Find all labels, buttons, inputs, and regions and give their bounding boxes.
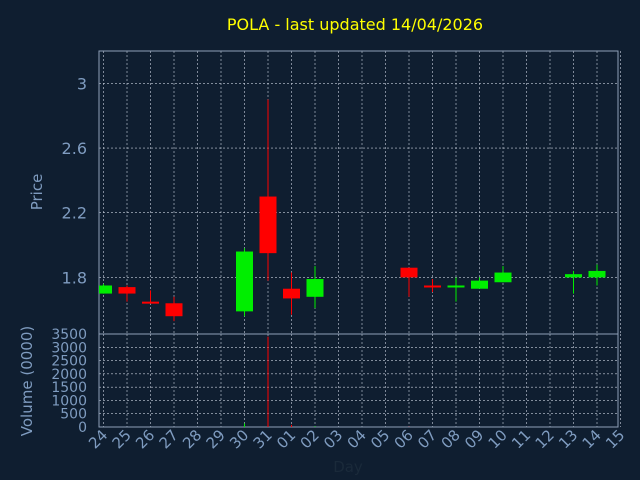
volume-tick-label: 1000 [51, 393, 87, 409]
candle-body [165, 303, 183, 317]
candle-body [471, 280, 488, 289]
candle-body [283, 288, 300, 299]
volume-tick-label: 2500 [51, 354, 87, 370]
candle-body [565, 274, 582, 278]
candle-body [424, 285, 441, 288]
x-axis-label: Day [333, 458, 363, 476]
price-axis-label: Price [28, 174, 46, 211]
candle-body [142, 301, 159, 304]
volume-tick-label: 2000 [51, 367, 87, 383]
candle-body [259, 196, 277, 254]
price-tick-label: 3 [77, 74, 87, 93]
candle-body [400, 267, 418, 278]
price-grid [99, 51, 621, 334]
volume-bars [244, 336, 410, 427]
candle-body [118, 287, 136, 294]
volume-tick-label: 0 [78, 420, 87, 436]
price-tick-label: 1.8 [62, 268, 87, 287]
volume-tick-label: 3000 [51, 340, 87, 356]
price-tick-label: 2.6 [62, 139, 87, 158]
chart-title: POLA - last updated 14/04/2026 [227, 15, 483, 34]
x-ticks: 2425262728293031010203040506070809101112… [85, 426, 628, 452]
volume-axis-label: Volume (0000) [18, 326, 36, 436]
volume-tick-label: 3500 [51, 327, 87, 343]
candle-body [306, 279, 324, 297]
volume-tick-label: 1500 [51, 380, 87, 396]
volume-tick-label: 500 [60, 407, 87, 423]
volume-panel-frame [98, 333, 619, 428]
candles [99, 99, 606, 322]
candle-body [588, 270, 606, 278]
candle-body [447, 285, 465, 288]
candle-body [99, 285, 112, 294]
volume-grid [99, 333, 621, 428]
candle-body [236, 251, 253, 312]
price-tick-label: 2.2 [62, 204, 87, 223]
price-y-ticks: 1.8 2.2 2.6 3 [62, 74, 87, 287]
candle-body [494, 272, 512, 283]
